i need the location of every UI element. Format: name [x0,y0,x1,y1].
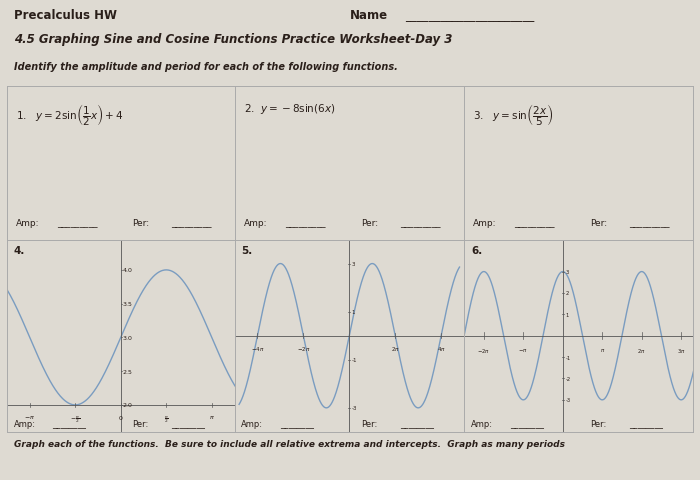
Text: 3: 3 [351,262,355,266]
Text: 1: 1 [351,310,355,314]
Text: $-2\pi$: $-2\pi$ [477,347,490,355]
Text: $2\pi$: $2\pi$ [391,345,400,352]
Text: -3: -3 [566,397,570,403]
Text: _________: _________ [171,219,211,228]
Text: Per:: Per: [360,219,378,228]
Text: Amp:: Amp: [14,419,36,428]
Text: ________: ________ [171,419,205,428]
Text: ________: ________ [52,419,87,428]
Text: 6.: 6. [471,246,482,256]
Text: 2: 2 [566,291,568,296]
Text: _________: _________ [285,219,326,228]
Text: 4.0: 4.0 [122,268,133,273]
Text: $-\pi$: $-\pi$ [25,413,35,420]
Text: 3.5: 3.5 [122,301,133,307]
Text: -1: -1 [566,355,570,360]
Text: ________: ________ [510,419,544,428]
Text: 3.   $y=\sin\!\left(\dfrac{2x}{5}\right)$: 3. $y=\sin\!\left(\dfrac{2x}{5}\right)$ [473,102,554,128]
Text: 2.0: 2.0 [122,403,133,408]
Text: ________: ________ [400,419,434,428]
Text: Per:: Per: [132,219,149,228]
Text: $4\pi$: $4\pi$ [437,345,446,352]
Text: 1.   $y=2\sin\!\left(\dfrac{1}{2}x\right)+4$: 1. $y=2\sin\!\left(\dfrac{1}{2}x\right)+… [16,102,124,128]
Text: $\frac{\pi}{2}$: $\frac{\pi}{2}$ [164,413,169,424]
Text: -2: -2 [566,376,570,381]
Text: $0$: $0$ [118,413,123,421]
Text: 1: 1 [566,312,568,317]
Text: $\pi$: $\pi$ [600,347,605,354]
Text: $-2\pi$: $-2\pi$ [297,345,310,352]
Text: _________: _________ [629,219,669,228]
Text: ________: ________ [629,419,663,428]
Text: 5.: 5. [241,246,253,256]
Text: $-4\pi$: $-4\pi$ [251,345,264,352]
Text: _________: _________ [57,219,97,228]
Text: Per:: Per: [360,419,377,428]
Text: 2.5: 2.5 [122,369,133,374]
Text: _________: _________ [400,219,440,228]
Text: Amp:: Amp: [473,219,497,228]
Text: Identify the amplitude and period for each of the following functions.: Identify the amplitude and period for ea… [14,62,398,72]
Text: $\pi$: $\pi$ [209,413,215,420]
Text: 2.  $y=-8\sin(6x)$: 2. $y=-8\sin(6x)$ [244,102,335,116]
Text: Name: Name [350,9,388,22]
Text: Amp:: Amp: [241,419,263,428]
Text: Amp:: Amp: [244,219,267,228]
Text: $-\pi$: $-\pi$ [519,347,528,354]
Text: Per:: Per: [132,419,148,428]
Text: 4.: 4. [14,246,25,256]
Text: Amp:: Amp: [471,419,493,428]
Text: ________: ________ [281,419,314,428]
Text: Per:: Per: [590,219,607,228]
Text: $2\pi$: $2\pi$ [638,347,646,355]
Text: 3: 3 [566,269,568,275]
Text: ______________________: ______________________ [405,9,534,22]
Text: $3\pi$: $3\pi$ [677,347,685,355]
Text: $-\frac{\pi}{2}$: $-\frac{\pi}{2}$ [70,413,80,424]
Text: Graph each of the functions.  Be sure to include all relative extrema and interc: Graph each of the functions. Be sure to … [14,439,565,448]
Text: Per:: Per: [590,419,606,428]
Text: -1: -1 [351,358,357,362]
Text: _________: _________ [514,219,555,228]
Text: Precalculus HW: Precalculus HW [14,9,117,22]
Text: Amp:: Amp: [16,219,40,228]
Text: -3: -3 [351,406,357,410]
Text: 3.0: 3.0 [122,335,133,340]
Text: 4.5 Graphing Sine and Cosine Functions Practice Worksheet-Day 3: 4.5 Graphing Sine and Cosine Functions P… [14,34,452,47]
